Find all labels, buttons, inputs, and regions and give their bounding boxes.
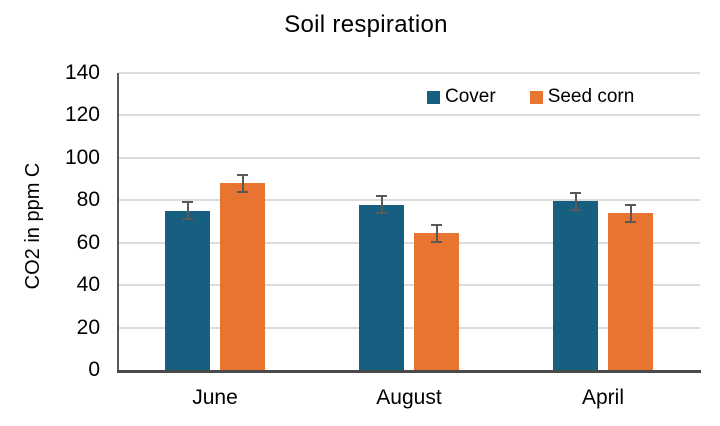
error-bar-cap-bottom-cover-june — [182, 218, 193, 221]
gridline-80 — [118, 199, 700, 202]
error-bar-cap-top-seed-corn-june — [237, 173, 248, 176]
error-bar-cap-bottom-seed-corn-april — [625, 220, 636, 223]
gridline-100 — [118, 156, 700, 159]
legend-item-cover: Cover — [427, 86, 496, 108]
error-bar-line-seed-corn-june — [241, 174, 244, 192]
error-bar-cap-top-cover-april — [570, 191, 581, 194]
bar-seed-corn-august — [414, 233, 459, 370]
bar-cover-june — [165, 210, 210, 370]
y-axis-line — [117, 73, 119, 370]
error-bar-cap-top-seed-corn-april — [625, 203, 636, 206]
legend-label-cover: Cover — [445, 86, 496, 107]
gridline-60 — [118, 241, 700, 244]
y-tick-label-80: 80 — [76, 188, 100, 212]
legend: Cover Seed corn — [427, 86, 634, 108]
bar-seed-corn-april — [608, 213, 653, 370]
x-category-label-april: April — [581, 386, 624, 409]
plot-area — [118, 72, 700, 370]
y-tick-label-120: 120 — [64, 103, 100, 127]
error-bar-line-cover-april — [574, 192, 577, 210]
bar-cover-august — [359, 204, 404, 370]
bar-cover-april — [553, 201, 598, 370]
gridline-20 — [118, 326, 700, 329]
error-bar-cap-bottom-cover-august — [376, 212, 387, 214]
legend-item-seed-corn: Seed corn — [529, 86, 635, 108]
legend-swatch-cover-icon — [427, 90, 440, 104]
gridline-140 — [118, 72, 700, 74]
x-category-label-june: June — [192, 386, 238, 409]
y-tick-label-0: 0 — [88, 358, 100, 381]
y-tick-label-40: 40 — [76, 273, 100, 297]
error-bar-line-cover-june — [186, 202, 189, 220]
error-bar-cap-top-cover-august — [376, 195, 387, 198]
bar-seed-corn-june — [220, 183, 265, 370]
x-axis-line — [117, 370, 701, 373]
y-tick-label-100: 100 — [64, 145, 100, 169]
gridline-40 — [118, 284, 700, 287]
error-bar-cap-top-cover-june — [182, 201, 193, 204]
error-bar-cap-bottom-cover-april — [570, 208, 581, 211]
y-tick-label-60: 60 — [76, 230, 100, 254]
legend-swatch-seed-corn-icon — [529, 90, 543, 104]
error-bar-cap-bottom-seed-corn-june — [237, 190, 248, 193]
x-category-label-august: August — [376, 386, 442, 409]
legend-label-seed-corn: Seed corn — [547, 86, 635, 107]
error-bar-line-seed-corn-august — [435, 224, 438, 242]
y-tick-label-140: 140 — [64, 61, 100, 84]
error-bar-line-seed-corn-april — [629, 204, 632, 222]
y-tick-label-20: 20 — [76, 315, 100, 339]
error-bar-cap-bottom-seed-corn-august — [431, 240, 442, 243]
error-bar-cap-top-seed-corn-august — [431, 223, 442, 226]
error-bar-line-cover-august — [380, 196, 383, 213]
chart-title: Soil respiration — [284, 11, 448, 38]
gridline-120 — [118, 114, 700, 117]
